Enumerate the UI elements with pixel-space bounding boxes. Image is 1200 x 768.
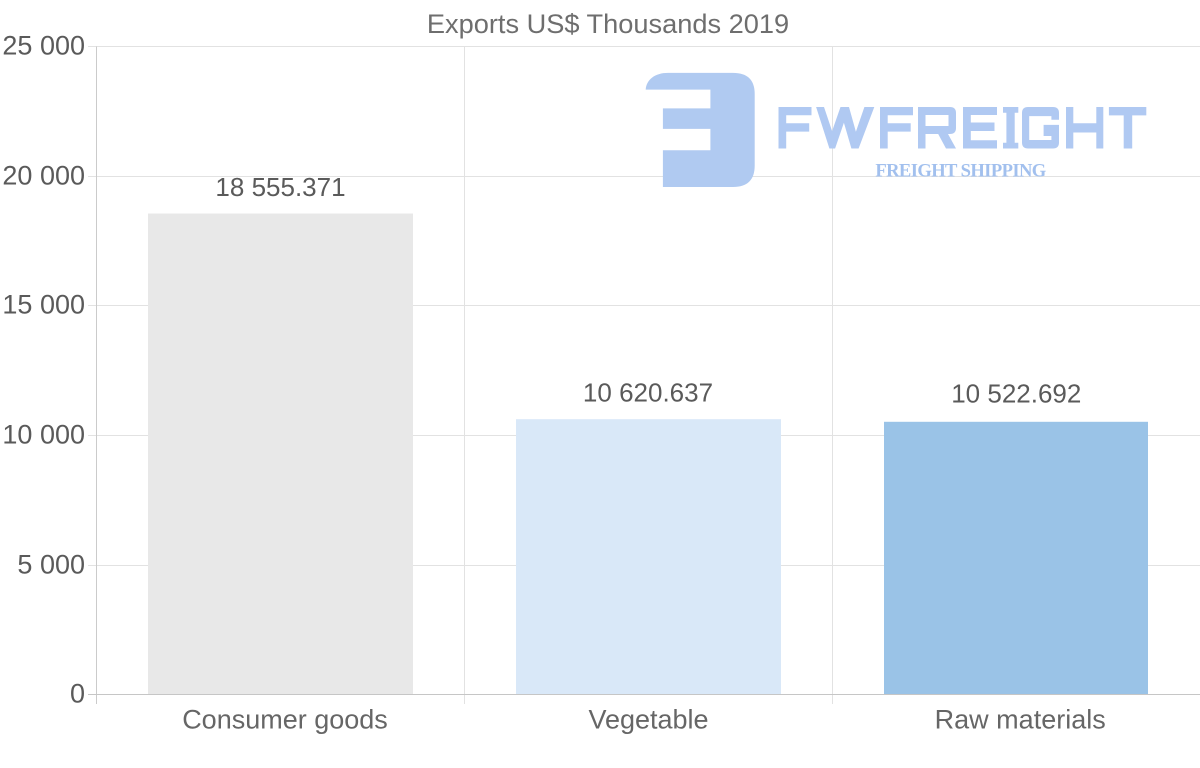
svg-text:FREIGHT SHIPPING: FREIGHT SHIPPING <box>875 160 1045 181</box>
svg-text:Raw materials: Raw materials <box>935 704 1106 734</box>
svg-text:15 000: 15 000 <box>2 290 85 320</box>
svg-text:18 555.371: 18 555.371 <box>215 172 345 202</box>
svg-text:10 620.637: 10 620.637 <box>583 378 713 408</box>
svg-text:5 000: 5 000 <box>17 550 85 580</box>
svg-text:10 000: 10 000 <box>2 420 85 450</box>
svg-text:0: 0 <box>70 679 85 709</box>
svg-text:10 522.692: 10 522.692 <box>951 379 1081 409</box>
svg-text:Exports US$ Thousands 2019: Exports US$ Thousands 2019 <box>427 8 789 39</box>
svg-text:Consumer goods: Consumer goods <box>182 705 388 735</box>
svg-text:Vegetable: Vegetable <box>588 705 708 735</box>
svg-text:25 000: 25 000 <box>2 31 85 61</box>
svg-text:20 000: 20 000 <box>2 161 85 191</box>
